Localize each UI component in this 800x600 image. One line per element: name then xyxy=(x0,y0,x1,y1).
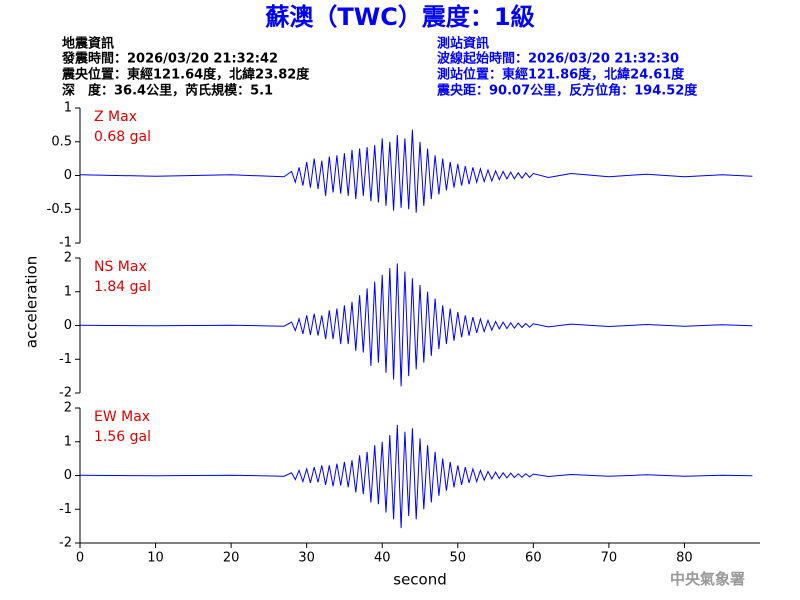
y-tick-label: 1 xyxy=(64,434,72,449)
max-value: 1.56 gal xyxy=(94,429,151,445)
y-tick-label: 2 xyxy=(64,251,72,266)
x-axis-label: second xyxy=(393,571,447,589)
y-tick-label: 1 xyxy=(64,284,72,299)
y-tick-label: 0 xyxy=(64,468,72,483)
y-tick-label: -1 xyxy=(59,502,72,517)
panel-name: NS Max xyxy=(94,259,147,275)
panel-name: EW Max xyxy=(94,409,150,425)
info-line: 波線起始時間：2026/03/20 21:32:30 xyxy=(437,51,679,67)
x-tick-label: 40 xyxy=(374,551,391,566)
waveform xyxy=(79,129,753,213)
y-tick-label: -0.5 xyxy=(47,202,72,217)
x-tick-label: 60 xyxy=(525,551,542,566)
quake-info: 地震資訊 發震時間：2026/03/20 21:32:42 震央位置：東經121… xyxy=(61,36,310,99)
y-tick-label: 2 xyxy=(64,401,72,416)
y-axis-label: acceleration xyxy=(23,256,41,348)
y-tick-label: -1 xyxy=(59,236,72,251)
max-value: 0.68 gal xyxy=(94,129,151,145)
station-info: 測站資訊 波線起始時間：2026/03/20 21:32:30 測站位置：東經1… xyxy=(436,36,698,99)
info-line: 測站位置：東經121.86度，北緯24.61度 xyxy=(437,67,685,83)
max-value: 1.84 gal xyxy=(94,279,151,295)
y-tick-label: -1 xyxy=(59,352,72,367)
waveform xyxy=(79,424,753,529)
y-tick-label: 1 xyxy=(64,101,72,116)
title: 蘇澳（TWC）震度：1級 xyxy=(265,3,534,31)
panel-name: Z Max xyxy=(94,109,137,125)
y-tick-label: -2 xyxy=(59,536,72,551)
x-tick-label: 70 xyxy=(601,551,618,566)
x-tick-label: 50 xyxy=(450,551,467,566)
x-tick-label: 0 xyxy=(76,551,84,566)
y-tick-label: -2 xyxy=(59,386,72,401)
info-line: 地震資訊 xyxy=(62,36,114,52)
info-line: 發震時間：2026/03/20 21:32:42 xyxy=(61,51,278,67)
y-tick-label: 0 xyxy=(64,168,72,183)
info-line: 震央距：90.07公里，反方位角：194.52度 xyxy=(436,83,698,99)
y-tick-label: 0.5 xyxy=(51,134,72,149)
footer: 中央氣象署 xyxy=(670,570,745,588)
waveform xyxy=(79,263,753,387)
x-tick-label: 10 xyxy=(147,551,164,566)
info-line: 測站資訊 xyxy=(437,36,489,52)
y-tick-label: 0 xyxy=(64,318,72,333)
info-line: 震央位置：東經121.64度，北緯23.82度 xyxy=(61,67,310,83)
x-tick-label: 80 xyxy=(676,551,693,566)
x-tick-label: 30 xyxy=(298,551,315,566)
x-tick-label: 20 xyxy=(223,551,240,566)
info-line: 深 度：36.4公里，芮氏規模：5.1 xyxy=(62,83,273,99)
